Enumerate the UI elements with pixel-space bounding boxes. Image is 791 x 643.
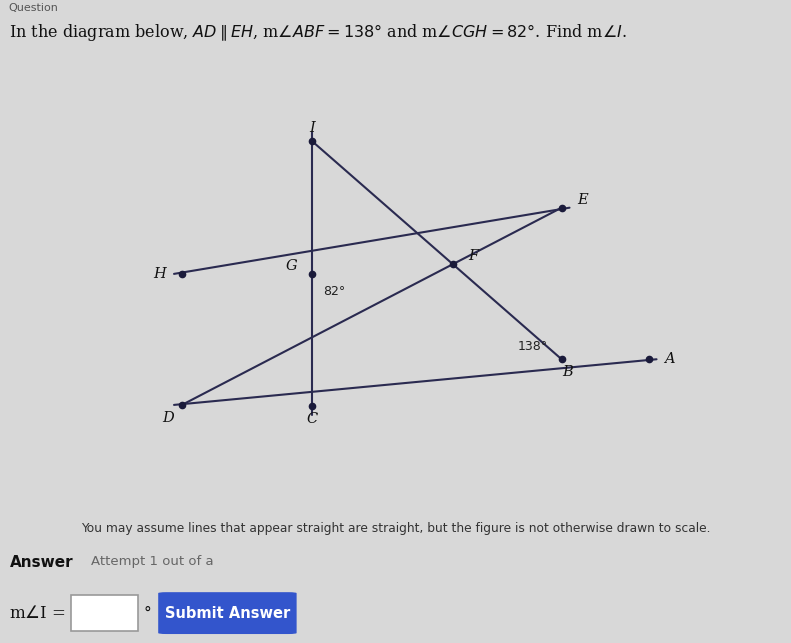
FancyBboxPatch shape	[71, 595, 138, 631]
Text: 138°: 138°	[518, 340, 548, 353]
Text: B: B	[562, 365, 573, 379]
Text: 82°: 82°	[324, 285, 346, 298]
Text: In the diagram below, $AD \parallel EH$, m$\angle ABF = 138°$ and m$\angle CGH =: In the diagram below, $AD \parallel EH$,…	[9, 22, 627, 43]
Text: I: I	[309, 121, 316, 135]
FancyBboxPatch shape	[158, 592, 297, 634]
Text: E: E	[577, 194, 588, 208]
Text: D: D	[162, 411, 173, 424]
Text: Question: Question	[8, 3, 58, 13]
Text: F: F	[468, 249, 479, 263]
Text: G: G	[286, 258, 297, 273]
Text: You may assume lines that appear straight are straight, but the figure is not ot: You may assume lines that appear straigh…	[81, 522, 710, 536]
Text: C: C	[307, 412, 318, 426]
Text: °: °	[144, 606, 152, 620]
Text: m$\angle$I =: m$\angle$I =	[9, 604, 66, 622]
Text: Answer: Answer	[9, 556, 73, 570]
Text: A: A	[664, 352, 675, 367]
Text: H: H	[153, 267, 166, 281]
Text: Submit Answer: Submit Answer	[165, 606, 290, 620]
Text: Attempt 1 out of a: Attempt 1 out of a	[91, 556, 214, 568]
